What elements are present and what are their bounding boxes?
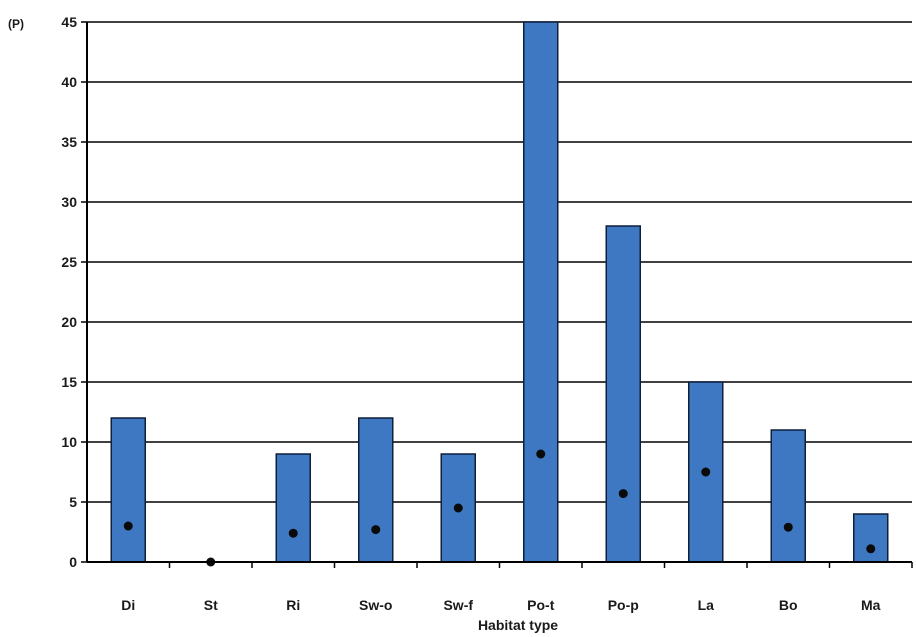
bars [110, 21, 889, 563]
point-la [701, 467, 711, 477]
y-tick-label: 30 [61, 194, 77, 210]
x-tick-label: Po-p [608, 597, 639, 613]
x-tick-label: Bo [779, 597, 798, 613]
point-di [123, 521, 133, 531]
x-tick-labels: Di St Ri Sw-o Sw-f Po-t Po-p La Bo Ma [121, 562, 913, 613]
y-tick-label: 45 [61, 14, 77, 30]
y-tick-label: 0 [69, 554, 77, 570]
x-tick-label: St [204, 597, 218, 613]
y-axis-label: (P) [8, 17, 24, 31]
x-tick-label: Sw-f [443, 597, 473, 613]
bar-sw-o [358, 417, 394, 563]
bar-bo [770, 429, 806, 563]
y-tick-label: 5 [69, 494, 77, 510]
point-markers [123, 449, 876, 567]
point-po-p [618, 489, 628, 499]
bar-ri [275, 453, 311, 563]
y-tick-label: 15 [61, 374, 77, 390]
bar-po-t [523, 21, 559, 563]
bar-ma [853, 513, 889, 563]
x-tick-label: Ri [286, 597, 300, 613]
y-tick-label: 35 [61, 134, 77, 150]
y-tick-label: 20 [61, 314, 77, 330]
y-tick-labels: 0 5 10 15 20 25 30 35 40 45 [61, 14, 77, 570]
x-tick-label: Po-t [527, 597, 555, 613]
point-po-t [536, 449, 546, 459]
x-tick-label: La [698, 597, 715, 613]
x-tick-label: Ma [861, 597, 881, 613]
x-axis-title: Habitat type [478, 617, 558, 633]
y-tick-label: 25 [61, 254, 77, 270]
y-tick-label: 10 [61, 434, 77, 450]
bar-di [110, 417, 146, 563]
point-bo [783, 522, 793, 532]
y-tick-label: 40 [61, 74, 77, 90]
x-tick-label: Di [121, 597, 135, 613]
bar-po-p [605, 225, 641, 563]
point-sw-f [453, 503, 463, 513]
x-tick-label: Sw-o [359, 597, 392, 613]
point-ma [866, 544, 876, 554]
point-ri [288, 528, 298, 538]
gridlines [81, 21, 912, 563]
point-sw-o [371, 525, 381, 535]
